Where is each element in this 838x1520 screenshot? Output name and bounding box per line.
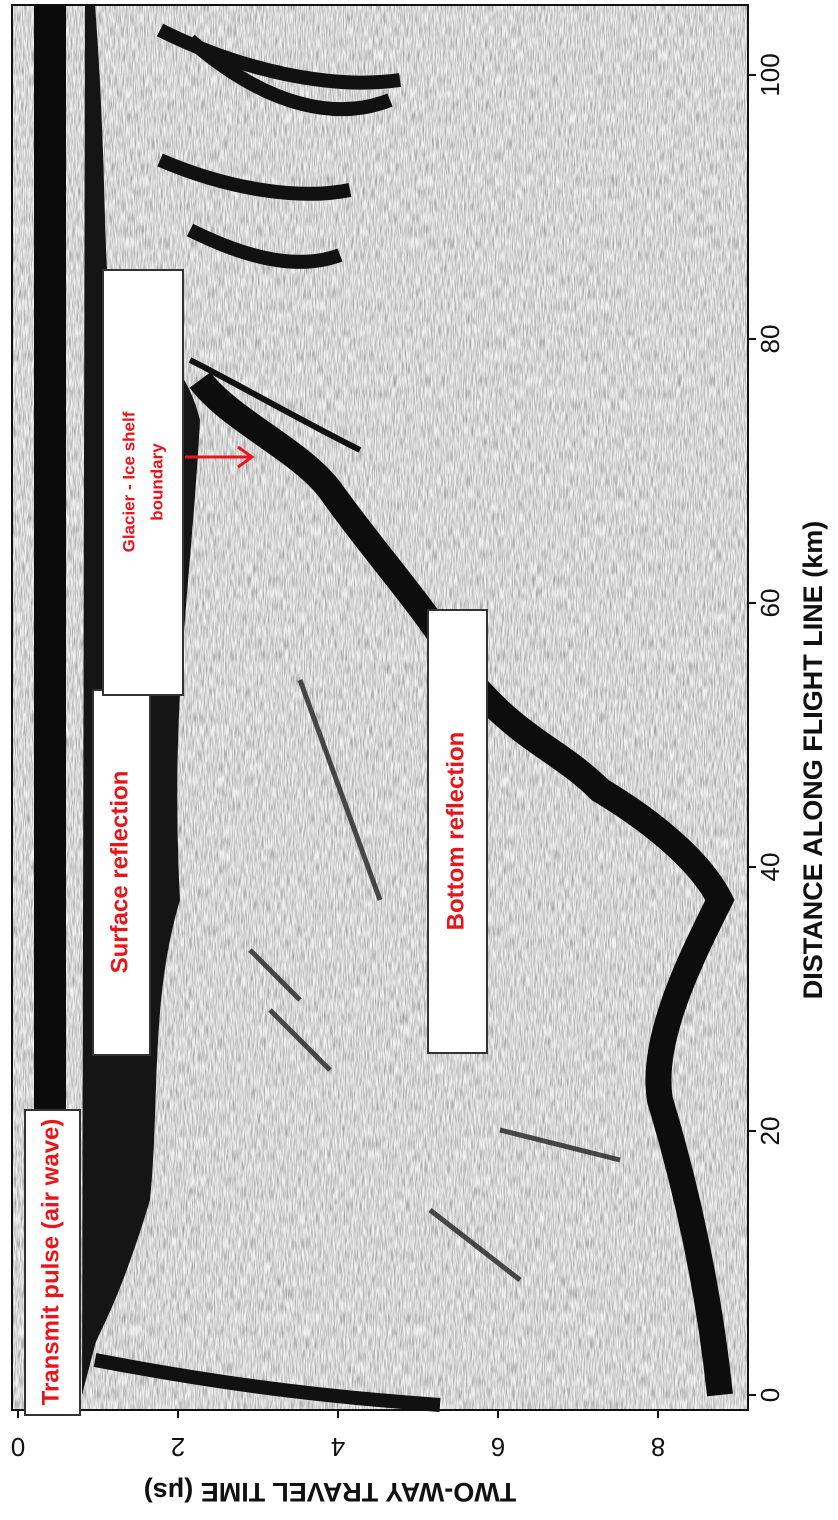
y-tick-label: 4 [331,1432,345,1462]
y-tick-label: 6 [491,1432,505,1462]
annotation: boundary [147,443,166,521]
y-tick-label: 8 [651,1432,665,1462]
annotation: Surface reflection [106,771,133,974]
y-axis-title: TWO-WAY TRAVEL TIME (μs) [144,1477,517,1507]
x-axis-title: DISTANCE ALONG FLIGHT LINE (km) [798,521,828,1000]
figure: Transmit pulse (air wave) Surface reflec… [0,0,838,1520]
annotation: Transmit pulse (air wave) [37,1119,64,1406]
y-tick-label: 2 [171,1432,185,1462]
x-tick-label: 0 [755,1388,785,1402]
x-tick-label: 60 [755,589,785,618]
x-tick-label: 20 [755,1117,785,1146]
y-tick-label: 0 [11,1432,25,1462]
x-tick-label: 80 [755,325,785,354]
annotation: Glacier - Ice shelf [119,411,138,552]
x-tick-label: 40 [755,853,785,882]
annotation: Bottom reflection [442,732,469,931]
x-tick-label: 100 [755,53,785,96]
